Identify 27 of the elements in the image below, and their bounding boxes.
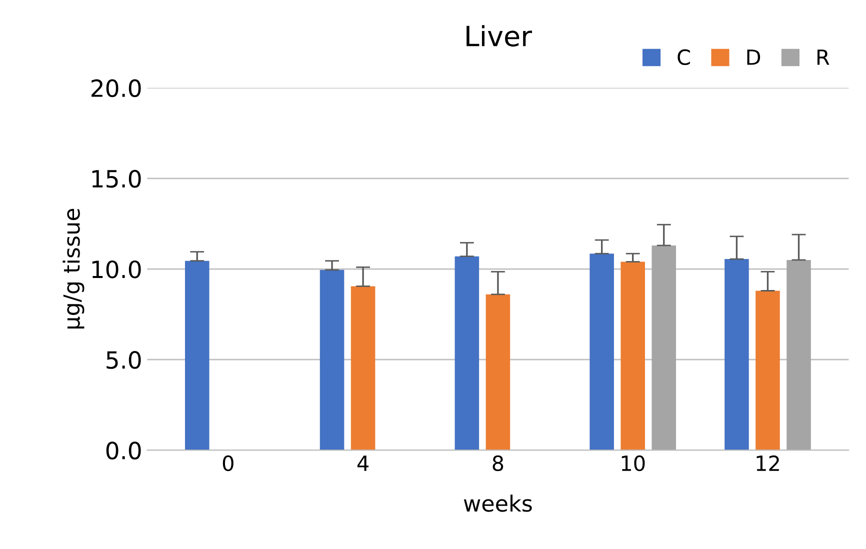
- y-tick-label: 15.0: [92, 170, 141, 188]
- chart-title: Liver: [466, 25, 532, 47]
- bar: [652, 245, 676, 450]
- y-tick-label: 20.0: [92, 79, 141, 98]
- y-tick-label: 5.0: [106, 351, 141, 369]
- legend-label: R: [818, 50, 830, 65]
- bar: [724, 259, 749, 450]
- bar: [320, 270, 344, 450]
- x-tick-label: 0: [222, 455, 234, 472]
- bar: [350, 286, 376, 450]
- bar: [620, 262, 645, 450]
- y-axis-title: µg/g tissue: [62, 208, 84, 328]
- bar: [454, 256, 480, 450]
- bar: [590, 254, 614, 450]
- x-axis-title: weeks: [464, 494, 532, 512]
- bar: [786, 260, 811, 450]
- y-tick-label: 10.0: [92, 260, 141, 278]
- x-tick-label: 8: [492, 455, 504, 472]
- bar: [756, 290, 780, 450]
- bar: [486, 294, 510, 450]
- bar: [184, 260, 210, 450]
- y-tick-label: 0.0: [106, 442, 141, 460]
- x-tick-label: 12: [756, 455, 779, 471]
- x-tick-label: 4: [357, 456, 369, 471]
- x-tick-label: 10: [622, 455, 645, 472]
- legend-label: C: [678, 49, 690, 66]
- legend-label: D: [747, 50, 760, 65]
